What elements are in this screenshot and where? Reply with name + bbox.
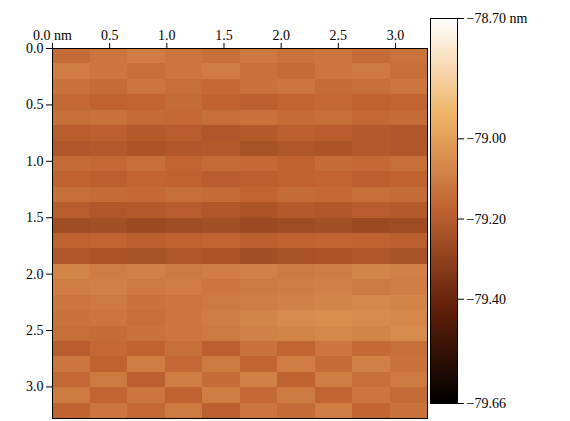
svg-text:2.0: 2.0 — [26, 267, 44, 282]
svg-text:0.5: 0.5 — [101, 28, 119, 43]
svg-text:1.5: 1.5 — [215, 28, 233, 43]
svg-text:1.0: 1.0 — [158, 28, 176, 43]
svg-text:−79.20: −79.20 — [467, 212, 506, 227]
svg-text:0.0 nm: 0.0 nm — [33, 28, 72, 43]
svg-text:2.5: 2.5 — [26, 323, 44, 338]
svg-text:0.5: 0.5 — [26, 97, 44, 112]
svg-text:1.5: 1.5 — [26, 210, 44, 225]
svg-text:3.0: 3.0 — [26, 379, 44, 394]
svg-text:−79.00: −79.00 — [467, 131, 506, 146]
svg-text:2.5: 2.5 — [330, 28, 348, 43]
svg-text:1.0: 1.0 — [26, 154, 44, 169]
svg-text:−78.70 nm: −78.70 nm — [467, 11, 528, 26]
svg-text:3.0: 3.0 — [387, 28, 405, 43]
svg-text:0.0: 0.0 — [26, 41, 44, 56]
svg-text:−79.66: −79.66 — [467, 396, 506, 411]
svg-text:−79.40: −79.40 — [467, 292, 506, 307]
svg-text:2.0: 2.0 — [272, 28, 290, 43]
